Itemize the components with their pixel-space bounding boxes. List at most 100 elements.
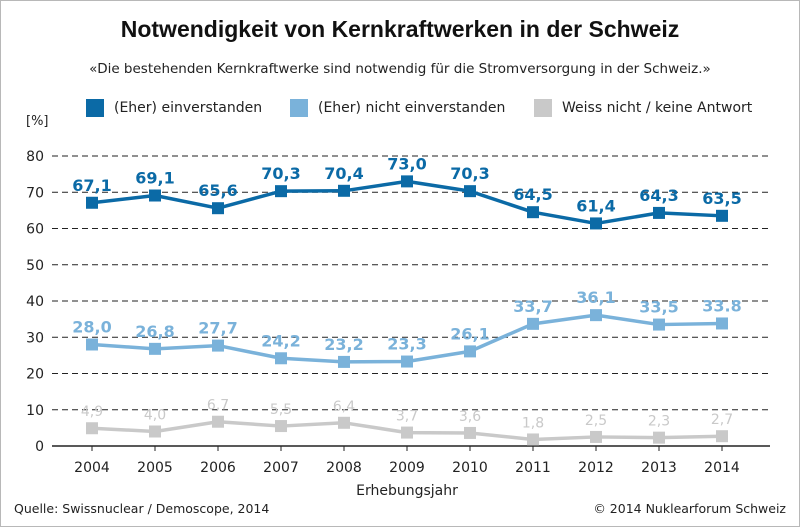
chart-title: Notwendigkeit von Kernkraftwerken in der… xyxy=(120,16,680,42)
data-label-3: 3,6 xyxy=(459,409,481,425)
legend-label-agree: (Eher) einverstanden xyxy=(114,100,263,116)
data-label-2: 28,0 xyxy=(72,318,111,337)
data-label-3: 2,5 xyxy=(585,413,607,429)
data-label-3: 1,8 xyxy=(522,415,544,431)
y-tick-label: 70 xyxy=(26,185,44,201)
data-label-1: 63,5 xyxy=(702,189,741,208)
x-tick-label: 2012 xyxy=(578,460,614,476)
x-tick-label: 2013 xyxy=(641,460,677,476)
data-label-1: 70,4 xyxy=(324,164,363,183)
data-point-2 xyxy=(401,355,413,368)
data-label-3: 6,4 xyxy=(333,399,355,415)
chart-subtitle: «Die bestehenden Kernkraftwerke sind not… xyxy=(89,61,711,77)
y-tick-label: 30 xyxy=(26,330,44,346)
y-tick-label: 0 xyxy=(35,439,44,455)
data-point-1 xyxy=(527,206,539,219)
data-label-2: 36,1 xyxy=(576,288,615,307)
x-tick-label: 2007 xyxy=(263,460,299,476)
data-point-3 xyxy=(590,430,602,443)
data-point-2 xyxy=(464,345,476,358)
data-label-2: 33,7 xyxy=(513,297,552,316)
legend-swatch-unknown xyxy=(534,99,552,117)
data-point-1 xyxy=(590,217,602,230)
data-label-1: 64,5 xyxy=(513,185,552,204)
x-tick-label: 2014 xyxy=(704,460,740,476)
y-axis-unit-label: [%] xyxy=(26,114,49,129)
data-point-2 xyxy=(338,355,350,368)
data-label-3: 2,7 xyxy=(711,412,733,428)
data-label-1: 69,1 xyxy=(135,169,174,188)
data-point-1 xyxy=(86,196,98,209)
legend-item-disagree: (Eher) nicht einverstanden xyxy=(290,97,505,119)
data-label-1: 70,3 xyxy=(450,164,489,183)
data-label-2: 24,2 xyxy=(261,331,300,350)
data-label-3: 2,3 xyxy=(648,414,670,430)
data-point-1 xyxy=(149,189,161,202)
data-point-3 xyxy=(86,422,98,435)
data-label-2: 33,5 xyxy=(639,298,678,317)
data-label-3: 4,9 xyxy=(81,404,103,420)
data-label-2: 23,2 xyxy=(324,335,363,354)
data-point-3 xyxy=(338,416,350,429)
data-point-2 xyxy=(86,338,98,351)
data-label-1: 67,1 xyxy=(72,176,111,195)
source-note: Quelle: Swissnuclear / Demoscope, 2014 xyxy=(14,501,270,516)
x-tick-label: 2011 xyxy=(515,460,551,476)
data-point-1 xyxy=(401,175,413,188)
data-point-2 xyxy=(212,339,224,352)
y-tick-label: 10 xyxy=(26,403,44,419)
y-tick-label: 50 xyxy=(26,258,44,274)
copyright-note: © 2014 Nuklearforum Schweiz xyxy=(593,501,786,516)
data-label-2: 23,3 xyxy=(387,335,426,354)
x-tick-label: 2004 xyxy=(74,460,110,476)
legend-swatch-disagree xyxy=(290,99,308,117)
data-point-1 xyxy=(716,209,728,222)
data-point-2 xyxy=(716,317,728,330)
data-point-1 xyxy=(212,202,224,215)
data-label-2: 26,8 xyxy=(135,322,174,341)
data-point-3 xyxy=(275,420,287,433)
data-label-1: 64,3 xyxy=(639,186,678,205)
legend-item-unknown: Weiss nicht / keine Antwort xyxy=(534,97,752,119)
data-point-2 xyxy=(149,342,161,355)
data-point-3 xyxy=(653,431,665,444)
data-point-3 xyxy=(527,433,539,446)
data-point-2 xyxy=(590,309,602,322)
data-label-1: 73,0 xyxy=(387,154,426,173)
data-label-2: 26,1 xyxy=(450,324,489,343)
x-tick-label: 2009 xyxy=(389,460,425,476)
x-axis-title: Erhebungsjahr xyxy=(356,483,458,499)
data-label-3: 4,0 xyxy=(144,408,166,424)
x-tick-label: 2006 xyxy=(200,460,236,476)
series-line-1 xyxy=(91,179,723,226)
legend-label-unknown: Weiss nicht / keine Antwort xyxy=(562,100,753,116)
data-point-3 xyxy=(212,415,224,428)
data-label-2: 33.8 xyxy=(702,296,741,315)
x-tick-label: 2010 xyxy=(452,460,488,476)
data-label-1: 70,3 xyxy=(261,164,300,183)
data-point-2 xyxy=(653,318,665,331)
y-tick-label: 60 xyxy=(26,222,44,238)
data-label-1: 65,6 xyxy=(198,181,237,200)
data-label-3: 3,7 xyxy=(396,409,418,425)
legend-swatch-agree xyxy=(86,99,104,117)
data-point-3 xyxy=(716,430,728,443)
data-point-1 xyxy=(653,206,665,219)
y-tick-label: 80 xyxy=(26,149,44,165)
data-point-2 xyxy=(275,352,287,365)
y-tick-label: 20 xyxy=(26,367,44,383)
data-point-1 xyxy=(464,185,476,198)
data-point-1 xyxy=(338,184,350,197)
data-point-3 xyxy=(149,425,161,438)
x-tick-label: 2005 xyxy=(137,460,173,476)
legend-label-disagree: (Eher) nicht einverstanden xyxy=(318,100,506,116)
data-point-2 xyxy=(527,317,539,330)
data-point-1 xyxy=(275,185,287,198)
data-point-3 xyxy=(464,426,476,439)
legend-item-agree: (Eher) einverstanden xyxy=(86,97,262,119)
data-point-3 xyxy=(401,426,413,439)
data-label-3: 6,7 xyxy=(207,398,229,414)
data-label-1: 61,4 xyxy=(576,196,615,215)
data-label-3: 5,5 xyxy=(270,402,292,418)
x-tick-label: 2008 xyxy=(326,460,362,476)
